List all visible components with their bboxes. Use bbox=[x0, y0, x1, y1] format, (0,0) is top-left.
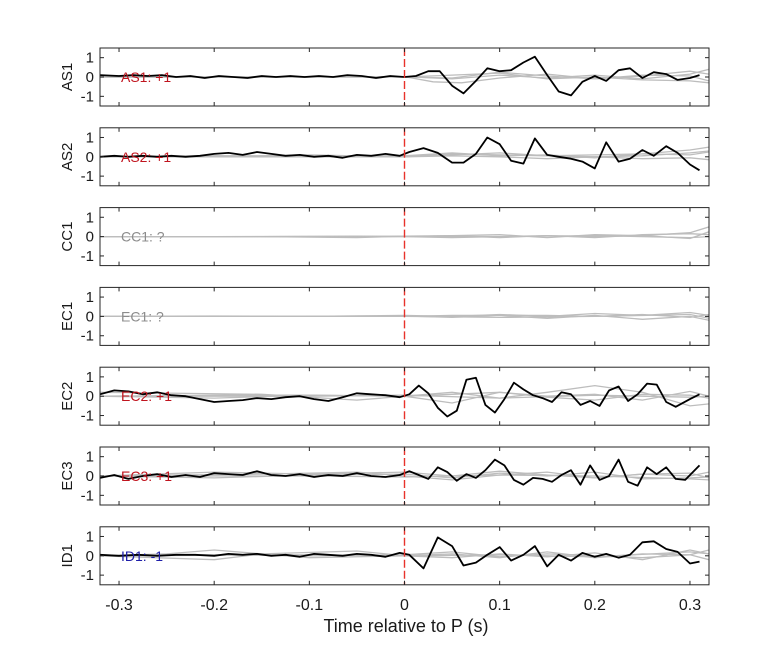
x-tick-label: 0 bbox=[400, 597, 409, 614]
panel-id1: 1 0 -1 ID1 ID1: -1 bbox=[59, 526, 710, 586]
y-tick-label: 0 bbox=[86, 468, 94, 485]
panel-as1: 1 0 -1 AS1 AS1: +1 bbox=[59, 47, 710, 107]
x-tick-label: -0.1 bbox=[296, 597, 324, 614]
y-tick-label: -1 bbox=[81, 168, 94, 185]
background-trace bbox=[100, 155, 709, 161]
x-tick-label: 0.1 bbox=[489, 597, 511, 614]
main-trace bbox=[100, 376, 700, 418]
y-tick-label: 1 bbox=[86, 528, 94, 545]
station-label: CC1 bbox=[59, 222, 76, 252]
traces bbox=[100, 226, 709, 240]
x-axis-label: Time relative to P (s) bbox=[323, 616, 488, 636]
polarity-annotation: EC3: +1 bbox=[121, 468, 172, 484]
y-tick-label: 0 bbox=[86, 388, 94, 405]
station-label: ID1 bbox=[59, 544, 76, 567]
y-tick-label: 1 bbox=[86, 209, 94, 226]
panel-ec1: 1 0 -1 EC1 EC1: ? bbox=[59, 286, 710, 346]
main-trace bbox=[100, 136, 700, 172]
traces bbox=[100, 55, 709, 97]
station-label: EC1 bbox=[59, 302, 76, 331]
panel-ec2: 1 0 -1 EC2 EC2: +1 bbox=[59, 366, 710, 426]
background-trace bbox=[100, 313, 709, 319]
y-tick-label: 0 bbox=[86, 149, 94, 166]
y-tick-label: 1 bbox=[86, 289, 94, 306]
panels-group: 1 0 -1 AS1 AS1: +1 1 0 -1 AS2 AS2: +1 1 0 -1 CC1 CC1: … bbox=[59, 47, 710, 586]
polarity-annotation: ID1: -1 bbox=[121, 548, 163, 564]
background-trace bbox=[100, 394, 709, 399]
x-tick-label: 0.2 bbox=[584, 597, 606, 614]
y-tick-label: 1 bbox=[86, 369, 94, 386]
traces bbox=[100, 311, 709, 321]
polarity-annotation: EC2: +1 bbox=[121, 388, 172, 404]
y-tick-label: -1 bbox=[81, 487, 94, 504]
y-tick-label: 0 bbox=[86, 69, 94, 86]
polarity-annotation: EC1: ? bbox=[121, 308, 164, 324]
x-axis: -0.3 -0.2 -0.1 0 0.1 0.2 0.3 bbox=[105, 597, 701, 614]
traces bbox=[100, 136, 709, 172]
main-trace bbox=[100, 55, 700, 97]
station-label: EC3 bbox=[59, 461, 76, 490]
x-tick-label: -0.2 bbox=[200, 597, 228, 614]
station-label: EC2 bbox=[59, 382, 76, 411]
polarity-annotation: CC1: ? bbox=[121, 229, 165, 245]
y-tick-label: -1 bbox=[81, 408, 94, 425]
y-tick-label: 1 bbox=[86, 50, 94, 67]
y-tick-label: 1 bbox=[86, 129, 94, 146]
main-trace bbox=[100, 536, 700, 570]
panel-ec3: 1 0 -1 EC3 EC3: +1 bbox=[59, 446, 710, 506]
y-tick-label: 1 bbox=[86, 449, 94, 466]
y-tick-label: 0 bbox=[86, 308, 94, 325]
main-trace bbox=[100, 458, 701, 487]
y-tick-label: 0 bbox=[86, 548, 94, 565]
station-label: AS2 bbox=[59, 143, 76, 171]
y-tick-label: -1 bbox=[81, 328, 94, 345]
traces bbox=[100, 536, 709, 570]
traces bbox=[100, 458, 709, 487]
x-tick-label: -0.3 bbox=[105, 597, 133, 614]
panel-as2: 1 0 -1 AS2 AS2: +1 bbox=[59, 127, 710, 187]
polarity-annotation: AS2: +1 bbox=[121, 149, 171, 165]
station-label: AS1 bbox=[59, 63, 76, 91]
polarity-annotation: AS1: +1 bbox=[121, 69, 171, 85]
y-tick-label: 0 bbox=[86, 229, 94, 246]
y-tick-label: -1 bbox=[81, 248, 94, 265]
y-tick-label: -1 bbox=[81, 88, 94, 105]
traces bbox=[100, 376, 709, 418]
background-trace bbox=[100, 234, 709, 239]
x-tick-label: 0.3 bbox=[679, 597, 701, 614]
y-tick-label: -1 bbox=[81, 567, 94, 584]
panel-cc1: 1 0 -1 CC1 CC1: ? bbox=[59, 207, 710, 267]
